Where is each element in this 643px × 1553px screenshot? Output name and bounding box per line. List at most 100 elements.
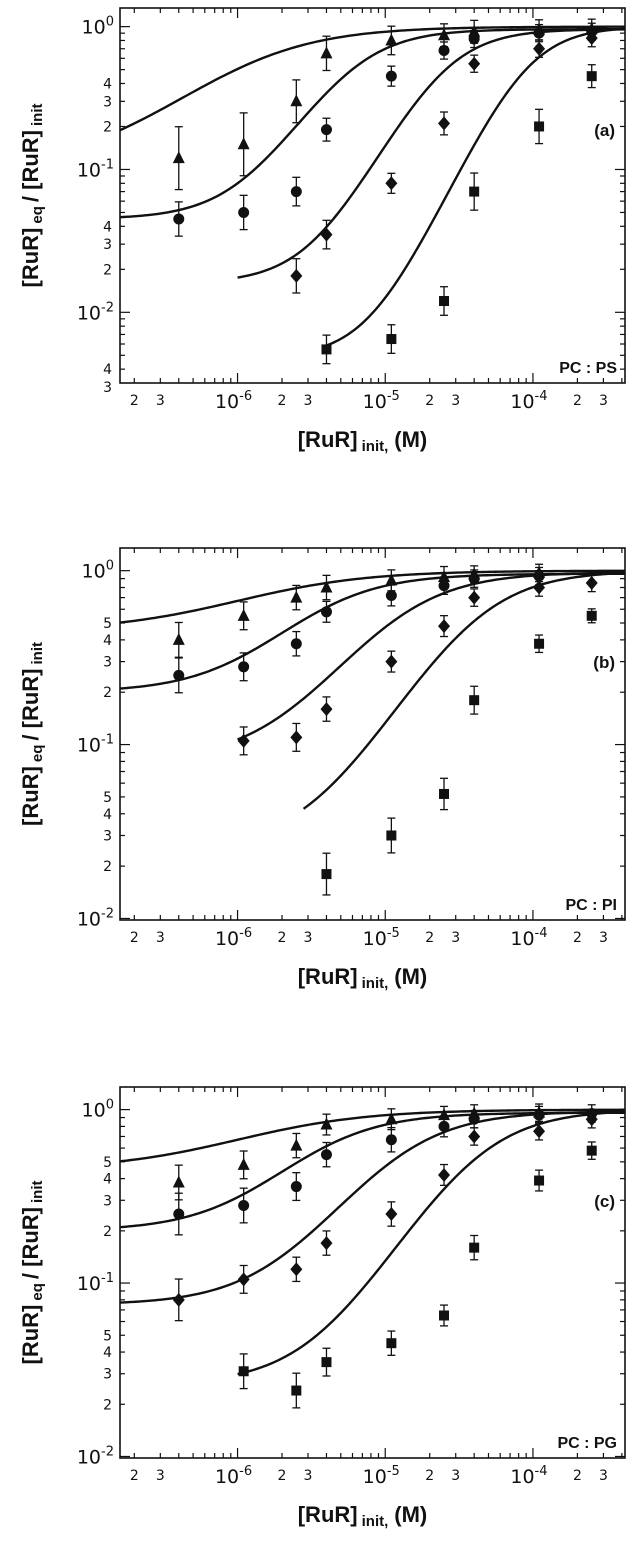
x-minor-tick-label: 3 [304,1468,313,1484]
panel-label: (b) [593,653,615,672]
fit-curve [120,1108,625,1163]
composition-label: PC : PI [565,897,617,914]
chart-panel-a: 10-6 10-5 10-4 2 3 2 3 2 3 2 3 100 10-1 10-2 4 3 2 4 3 2 4 3 [… [18,7,626,455]
data-point-diamond [468,590,481,605]
x-axis-label: [RuR] init, (M) [298,427,428,455]
y-axis-ticks [120,570,625,920]
data-point-circle [320,606,332,618]
data-point-diamond [172,1292,185,1307]
series-circle [120,566,625,694]
x-minor-tick-label: 3 [304,393,313,409]
fit-curve [120,569,625,624]
x-minor-tick-label: 2 [130,393,139,409]
series-square [302,571,625,896]
x-major-tick-label: 10-6 [215,926,252,950]
x-minor-tick-label: 2 [573,1468,582,1484]
x-minor-tick-label: 3 [156,1468,165,1484]
data-point-triangle [385,33,398,46]
x-minor-tick-label: 3 [451,930,460,946]
chart-panel-c: 10-6 10-5 10-42 3 2 3 2 3 2 310010-110-254325432[… [18,1086,626,1530]
data-point-square [439,296,450,307]
x-major-tick-label: 10-6 [215,389,252,413]
data-point-triangle [290,1138,303,1151]
plot-frame [119,1086,626,1459]
data-point-square [386,830,397,841]
y-major-tick-label: 10-2 [77,1444,114,1468]
x-minor-tick-label: 2 [425,930,434,946]
data-point-square [586,1145,597,1156]
y-major-tick-label: 100 [82,1098,114,1122]
y-major-tick-label: 10-1 [77,1271,114,1295]
y-minor-tick-label: 4 [103,362,112,378]
fit-curve [302,571,625,810]
y-minor-tick-label: 4 [103,219,112,235]
data-point-triangle [320,1117,333,1130]
data-point-square [439,788,450,799]
data-point-circle [290,186,302,198]
series-diamond [237,28,625,294]
y-minor-tick-label: 3 [103,94,112,110]
data-point-triangle [172,1175,185,1188]
plot-frame [119,7,626,384]
data-point-square [291,1385,302,1396]
data-point-square [386,1338,397,1349]
x-minor-tick-label: 2 [278,930,287,946]
y-minor-tick-label: 2 [103,859,112,875]
y-minor-tick-label: 3 [103,1367,112,1383]
fit-curve [120,1111,625,1229]
data-point-circle [290,638,302,650]
data-point-square [534,121,545,132]
y-major-tick-label: 10-2 [77,906,114,930]
data-point-triangle [172,151,185,164]
y-minor-tick-label: 2 [103,262,112,278]
x-minor-tick-label: 3 [451,1468,460,1484]
data-point-square [439,1310,450,1321]
fit-curve [326,27,625,347]
series-square [237,1110,625,1409]
y-axis-label: [RuR]eq/ [RuR]init [18,642,46,826]
data-point-triangle [320,46,333,59]
data-point-triangle [237,1157,250,1170]
x-minor-tick-label: 3 [599,1468,608,1484]
x-minor-tick-label: 2 [573,393,582,409]
data-point-square [321,869,332,880]
chart-panel-b: 10-6 10-5 10-42 3 2 3 2 3 2 310010-110-254325432[… [18,547,626,992]
y-minor-tick-label: 4 [103,633,112,649]
y-axis-ticks [120,26,625,370]
panel-label: (c) [594,1192,615,1211]
series-circle [120,22,625,237]
data-point-square [321,1357,332,1368]
data-point-diamond [533,41,546,56]
y-axis-label: [RuR]eq/ [RuR]init [18,1181,46,1365]
data-point-square [321,344,332,355]
composition-label: PC : PG [557,1435,617,1452]
y-minor-tick-label: 2 [103,1224,112,1240]
series-diamond [120,1109,625,1322]
data-point-diamond [320,702,333,717]
fit-curve [120,1110,625,1304]
fit-curve [237,28,625,279]
y-minor-tick-label: 5 [103,1155,112,1171]
fit-curve [237,1110,625,1376]
data-point-circle [438,45,450,57]
y-minor-tick-label: 4 [103,807,112,823]
data-point-diamond [237,733,250,748]
data-point-circle [468,573,480,585]
x-axis-ticks [133,8,623,383]
data-point-circle [438,1120,450,1132]
series-triangle [120,563,625,658]
data-point-diamond [438,619,451,634]
fit-curve [120,27,625,219]
data-point-triangle [320,580,333,593]
data-point-diamond [385,654,398,669]
x-axis-label: [RuR] init, (M) [298,964,428,992]
data-point-circle [290,1181,302,1193]
data-point-triangle [237,137,250,150]
data-point-triangle [237,608,250,621]
x-minor-tick-label: 2 [130,930,139,946]
series-square [321,27,625,365]
y-minor-tick-label: 5 [103,1328,112,1344]
data-point-circle [468,33,480,45]
x-axis-ticks [133,548,623,920]
